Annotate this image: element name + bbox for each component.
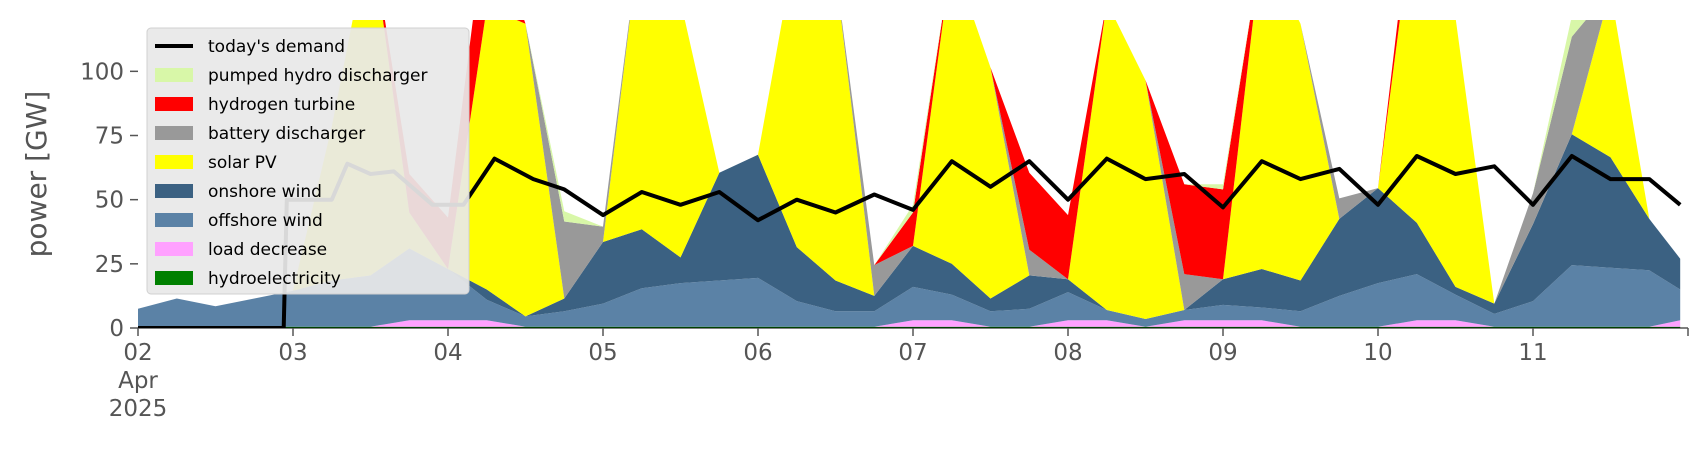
- legend-label-hydrogen-turbine: hydrogen turbine: [208, 95, 355, 115]
- y-tick-label: 50: [95, 188, 124, 214]
- legend-swatch-hydrogen-turbine: [155, 97, 193, 111]
- y-tick-label: 75: [95, 124, 124, 150]
- legend-swatch-pumped-hydro-discharger: [155, 68, 193, 82]
- legend-box: [146, 27, 470, 295]
- area-load-decrease: [138, 320, 1681, 327]
- legend: today's demand pumped hydro discharger hyd…: [146, 27, 470, 295]
- x-tick-label: 04: [433, 340, 462, 366]
- y-tick-label: 100: [80, 59, 124, 85]
- legend-label-hydroelectricity: hydroelectricity: [208, 269, 341, 289]
- legend-label-battery-discharger: battery discharger: [208, 124, 365, 144]
- x-tick-label: 02: [123, 340, 152, 366]
- legend-swatch-onshore-wind: [155, 184, 193, 198]
- y-tick-label: 0: [109, 316, 124, 342]
- x-tick-label: 03: [278, 340, 307, 366]
- legend-label-load-decrease: load decrease: [208, 240, 327, 260]
- legend-label-pumped-hydro-discharger: pumped hydro discharger: [208, 66, 427, 86]
- x-tick-label: 08: [1053, 340, 1082, 366]
- y-tick-label: 25: [95, 252, 124, 278]
- legend-swatch-solar-pv: [155, 155, 193, 169]
- legend-label-offshore-wind: offshore wind: [208, 211, 323, 231]
- y-axis: 0 25 50 75 100: [80, 59, 138, 342]
- legend-label-solar-pv: solar PV: [208, 153, 277, 173]
- legend-swatch-battery-discharger: [155, 126, 193, 140]
- legend-label-onshore-wind: onshore wind: [208, 182, 322, 202]
- legend-swatch-load-decrease: [155, 242, 193, 256]
- area-solar-pv: [138, 20, 1681, 319]
- legend-swatch-offshore-wind: [155, 213, 193, 227]
- legend-swatch-hydroelectricity: [155, 271, 193, 285]
- x-tick-label: 11: [1518, 340, 1547, 366]
- x-tick-label: 09: [1208, 340, 1237, 366]
- y-axis-title: power [GW]: [20, 91, 53, 258]
- area-onshore-wind: [138, 134, 1681, 319]
- x-tick-label: 07: [898, 340, 927, 366]
- x-tick-month-label: Apr: [118, 368, 158, 394]
- legend-label-today-s-demand: today's demand: [208, 37, 345, 57]
- x-tick-label: 05: [588, 340, 617, 366]
- x-tick-label: 10: [1363, 340, 1392, 366]
- x-tick-year-label: 2025: [109, 396, 168, 422]
- x-tick-label: 06: [743, 340, 772, 366]
